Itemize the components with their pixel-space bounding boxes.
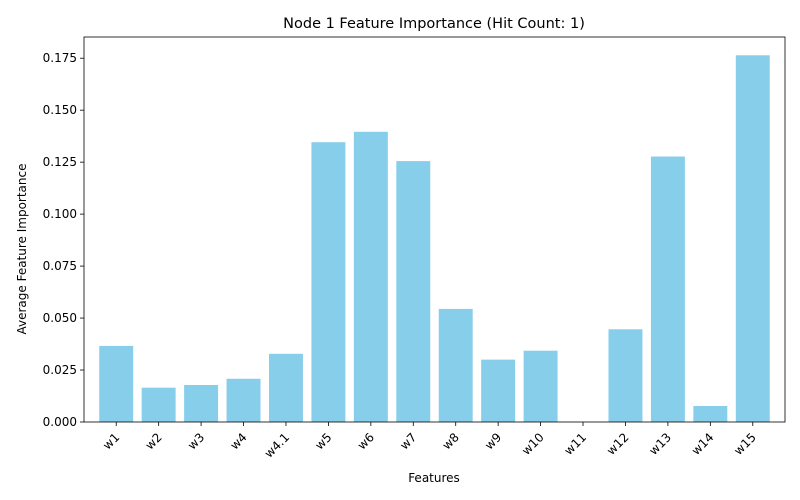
y-tick-label: 0.000 [43,415,77,429]
bar-w4.1 [268,353,303,422]
x-tick-label-w4.1: w4.1 [262,430,292,460]
y-axis-title: Average Feature Importance [15,163,29,334]
y-tick-label: 0.100 [43,207,77,221]
x-tick-label-w3: w3 [185,430,207,452]
plot-frame [83,36,786,423]
bar-w13 [650,156,685,422]
bar-w14 [693,405,728,422]
bar-w10 [523,350,558,422]
y-tick-label: 0.150 [43,103,77,117]
x-tick-label-w13: w13 [646,430,674,458]
bar-w4 [226,378,261,422]
bar-w15 [735,55,770,423]
bar-w9 [481,359,516,422]
x-axis: w1 w2 w3 w4 w4.1 w5 w6 w7 w8 w9 w10 w11 w12 w13 w14 w15 [100,422,759,461]
x-tick-label-w1: w1 [100,430,122,452]
x-tick-label-w4: w4 [227,430,249,452]
x-tick-label-w2: w2 [143,430,165,452]
bar-w7 [396,161,431,422]
bar-w2 [141,387,176,422]
bar-w1 [99,345,134,422]
bars-group [99,55,770,423]
y-tick-label: 0.175 [43,51,77,65]
x-tick-label-w5: w5 [312,430,334,452]
y-axis: 0.000 0.025 0.050 0.075 0.100 0.125 0.150 0.175 [43,51,84,429]
x-tick-label-w7: w7 [397,430,419,452]
x-tick-label-w11: w11 [562,430,590,458]
y-tick-label: 0.050 [43,311,77,325]
bar-w12 [608,329,643,422]
chart-title: Node 1 Feature Importance (Hit Count: 1) [283,16,585,32]
x-tick-label-w14: w14 [689,430,717,458]
bar-w8 [438,308,473,422]
bar-w3 [184,384,219,422]
y-tick-label: 0.075 [43,259,77,273]
x-tick-label-w6: w6 [355,430,377,452]
x-axis-title: Features [408,471,460,485]
bar-w5 [311,142,346,423]
y-tick-label: 0.125 [43,155,77,169]
x-tick-label-w8: w8 [440,430,462,452]
x-tick-label-w15: w15 [731,430,759,458]
x-tick-label-w9: w9 [482,430,504,452]
x-tick-label-w10: w10 [519,430,547,458]
y-tick-label: 0.025 [43,363,77,377]
bar-w6 [353,131,388,423]
x-tick-label-w12: w12 [604,430,632,458]
